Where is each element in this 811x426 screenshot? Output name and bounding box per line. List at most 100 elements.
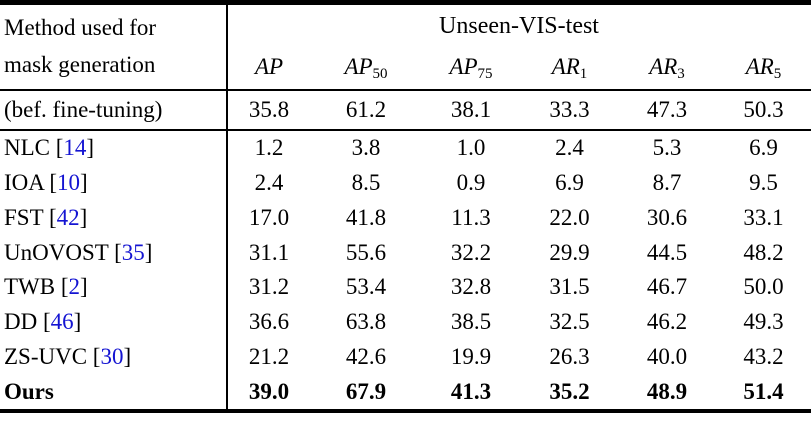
method-cell: NLC [14] xyxy=(0,135,227,161)
metric-value: 43.2 xyxy=(743,343,784,369)
metric-value: 41.8 xyxy=(345,204,387,230)
metric-value: 40.0 xyxy=(646,343,688,369)
method-name: DD [ xyxy=(4,309,51,335)
metric-value: 44.5 xyxy=(646,239,688,265)
metric-value: 8.5 xyxy=(351,170,381,196)
metric-value: 31.1 xyxy=(248,239,290,265)
metric-value: 46.2 xyxy=(646,309,688,335)
citation-link[interactable]: 10 xyxy=(57,170,81,196)
metric-value: 2.4 xyxy=(254,170,284,196)
metric-value: 5.3 xyxy=(652,135,682,161)
citation-bracket: ] xyxy=(80,274,88,300)
metric-value: 35.8 xyxy=(248,97,290,122)
method-cell: Ours xyxy=(0,379,227,405)
column-header: AR1 xyxy=(551,54,588,82)
metric-value: 2.4 xyxy=(555,135,584,161)
metric-value: 29.9 xyxy=(549,239,590,265)
bottom-rule xyxy=(0,409,811,413)
metric-value: 42.6 xyxy=(345,343,387,369)
metric-value: 31.2 xyxy=(248,274,290,300)
table-row: Ours 39.0 67.9 41.3 35.2 48.9 51.4 xyxy=(0,374,811,409)
citation-link[interactable]: 2 xyxy=(68,274,81,300)
top-rule xyxy=(0,0,811,5)
metric-value: 53.4 xyxy=(345,274,387,300)
metric-value: 47.3 xyxy=(646,97,688,122)
citation-bracket: ] xyxy=(79,204,88,230)
table-row: UnOVOST [35] 31.1 55.6 32.2 29.9 44.5 48.2 xyxy=(0,235,811,270)
row-header-cell: Method used for mask generation xyxy=(0,5,227,89)
table-row: IOA [10] 2.4 8.5 0.9 6.9 8.7 9.5 xyxy=(0,166,811,201)
metric-value: 55.6 xyxy=(345,239,387,265)
metric-value: 1.2 xyxy=(254,135,284,161)
metric-value: 38.5 xyxy=(450,309,492,335)
method-cell: TWB [2] xyxy=(0,274,227,300)
metric-value: 49.3 xyxy=(743,309,784,335)
method-name: IOA [ xyxy=(4,170,58,196)
method-cell: DD [46] xyxy=(0,309,227,335)
metric-value: 26.3 xyxy=(549,343,590,369)
metric-value: 67.9 xyxy=(345,378,387,404)
metric-value: 11.3 xyxy=(451,204,491,230)
header-rule xyxy=(0,89,811,91)
metric-value: 51.4 xyxy=(743,378,784,404)
method-cell: UnOVOST [35] xyxy=(0,240,227,266)
metric-value: 32.5 xyxy=(549,309,590,335)
table-row: DD [46] 36.6 63.8 38.5 32.5 46.2 49.3 xyxy=(0,305,811,340)
metrics-header: Unseen-VIS-test AP AP50 AP75 AR1 AR3 AR5 xyxy=(227,5,811,89)
section-rule xyxy=(0,129,811,131)
citation-link[interactable]: 35 xyxy=(121,239,145,265)
column-divider xyxy=(226,5,228,410)
citation-link[interactable]: 14 xyxy=(63,135,87,161)
citation-link[interactable]: 30 xyxy=(100,343,124,369)
method-name: TWB [ xyxy=(4,274,69,300)
table-row: TWB [2] 31.2 53.4 32.8 31.5 46.7 50.0 xyxy=(0,270,811,305)
metric-value: 50.3 xyxy=(743,97,784,122)
metric-value: 3.8 xyxy=(351,135,381,161)
method-name: UnOVOST [ xyxy=(4,239,122,265)
metric-value: 8.7 xyxy=(652,170,682,196)
method-name: (bef. fine-tuning) xyxy=(4,97,163,122)
metric-value: 0.9 xyxy=(456,170,486,196)
method-name: Ours xyxy=(4,378,54,404)
table-header: Method used for mask generation Unseen-V… xyxy=(0,5,811,89)
metric-value: 30.6 xyxy=(646,204,688,230)
metric-value: 22.0 xyxy=(549,204,590,230)
method-name: FST [ xyxy=(4,204,57,230)
citation-link[interactable]: 42 xyxy=(56,204,80,230)
citation-link[interactable]: 46 xyxy=(50,309,74,335)
metric-value: 39.0 xyxy=(248,378,290,404)
metric-value: 41.3 xyxy=(450,378,492,404)
metric-value: 6.9 xyxy=(555,170,584,196)
table-row: NLC [14] 1.2 3.8 1.0 2.4 5.3 6.9 xyxy=(0,131,811,166)
metric-value: 63.8 xyxy=(345,309,387,335)
metric-value: 33.3 xyxy=(549,97,590,122)
metric-value: 32.2 xyxy=(450,239,492,265)
metric-value: 31.5 xyxy=(549,274,590,300)
column-header: AR3 xyxy=(649,54,685,82)
method-name: ZS-UVC [ xyxy=(4,343,101,369)
metric-value: 46.7 xyxy=(646,274,688,300)
metric-value: 38.1 xyxy=(450,97,492,122)
metric-value: 35.2 xyxy=(549,378,590,404)
citation-bracket: ] xyxy=(73,309,82,335)
method-name: NLC [ xyxy=(4,135,64,161)
metric-value: 32.8 xyxy=(450,274,492,300)
group-header: Unseen-VIS-test xyxy=(439,13,599,39)
metric-value: 50.0 xyxy=(743,274,784,300)
metric-value: 33.1 xyxy=(743,204,784,230)
metric-value: 9.5 xyxy=(749,170,778,196)
table-row: FST [42] 17.0 41.8 11.3 22.0 30.6 33.1 xyxy=(0,201,811,236)
row-header-line1: Method used for xyxy=(4,15,157,40)
metric-value: 61.2 xyxy=(345,97,387,122)
citation-bracket: ] xyxy=(123,343,132,369)
table-row: ZS-UVC [30] 21.2 42.6 19.9 26.3 40.0 43.2 xyxy=(0,340,811,375)
column-headers: AP AP50 AP75 AR1 AR3 AR5 xyxy=(227,45,811,89)
metric-value: 48.9 xyxy=(646,378,688,404)
metric-value: 1.0 xyxy=(456,135,486,161)
method-cell: ZS-UVC [30] xyxy=(0,344,227,370)
citation-bracket: ] xyxy=(80,170,88,196)
metric-value: 6.9 xyxy=(749,135,778,161)
column-header: AP75 xyxy=(449,54,493,82)
method-cell: FST [42] xyxy=(0,205,227,231)
